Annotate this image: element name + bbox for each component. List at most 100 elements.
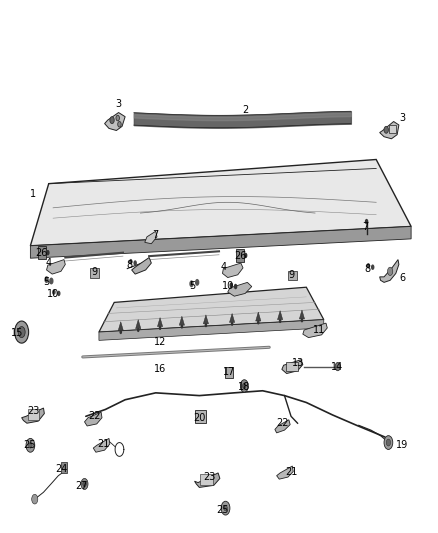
Polygon shape: [105, 112, 125, 131]
Circle shape: [134, 260, 137, 266]
Polygon shape: [132, 257, 151, 274]
Circle shape: [244, 253, 247, 258]
Circle shape: [110, 117, 114, 124]
Circle shape: [52, 289, 56, 295]
Circle shape: [240, 379, 248, 392]
Circle shape: [159, 326, 161, 330]
Polygon shape: [145, 231, 157, 244]
Circle shape: [28, 442, 32, 448]
Bar: [38, 246, 46, 259]
Text: 8: 8: [364, 264, 371, 273]
Bar: [288, 271, 297, 280]
Polygon shape: [380, 122, 399, 139]
Text: 16: 16: [154, 364, 166, 374]
Polygon shape: [275, 420, 290, 433]
Circle shape: [367, 263, 370, 269]
Polygon shape: [30, 159, 411, 246]
Text: 1: 1: [30, 189, 36, 199]
Polygon shape: [93, 439, 110, 452]
Polygon shape: [277, 466, 293, 479]
Text: 17: 17: [223, 367, 236, 377]
Circle shape: [279, 319, 282, 323]
Text: 10: 10: [222, 281, 234, 291]
Circle shape: [205, 323, 207, 327]
Text: 4: 4: [46, 258, 52, 268]
Circle shape: [230, 282, 233, 288]
Text: 8: 8: [127, 260, 133, 270]
Circle shape: [195, 279, 199, 286]
Polygon shape: [299, 310, 304, 319]
Circle shape: [221, 501, 230, 515]
Bar: [236, 249, 244, 262]
Circle shape: [189, 280, 194, 287]
Circle shape: [231, 322, 233, 326]
Text: 13: 13: [291, 358, 304, 368]
Text: 2: 2: [242, 105, 248, 115]
Text: 21: 21: [285, 466, 297, 477]
Polygon shape: [21, 408, 44, 423]
Bar: [389, 125, 396, 133]
Circle shape: [81, 479, 88, 489]
Text: 18: 18: [238, 382, 251, 392]
Bar: [195, 410, 206, 423]
Text: 24: 24: [55, 464, 67, 474]
Polygon shape: [118, 322, 124, 330]
Text: 15: 15: [11, 328, 24, 338]
Text: 7: 7: [362, 222, 368, 232]
Circle shape: [26, 439, 35, 452]
Circle shape: [44, 276, 49, 283]
Text: 27: 27: [75, 481, 88, 491]
Circle shape: [234, 284, 237, 289]
Circle shape: [137, 328, 140, 332]
Circle shape: [386, 439, 391, 446]
Polygon shape: [223, 263, 243, 278]
Circle shape: [116, 115, 120, 121]
Polygon shape: [46, 260, 65, 274]
Polygon shape: [380, 260, 399, 282]
Polygon shape: [203, 315, 208, 324]
Text: 9: 9: [92, 267, 98, 277]
Text: 11: 11: [313, 325, 325, 335]
Circle shape: [14, 321, 28, 343]
Circle shape: [300, 318, 303, 322]
Bar: [28, 409, 39, 420]
Polygon shape: [194, 473, 220, 488]
Polygon shape: [230, 313, 235, 322]
Text: 5: 5: [190, 281, 196, 291]
Text: 3: 3: [399, 113, 406, 123]
Bar: [90, 268, 99, 278]
Text: 26: 26: [35, 248, 47, 257]
Text: 12: 12: [154, 337, 166, 348]
Circle shape: [120, 330, 122, 334]
Polygon shape: [30, 227, 411, 258]
Text: 19: 19: [396, 440, 409, 450]
Text: 3: 3: [116, 99, 122, 109]
Circle shape: [371, 264, 374, 270]
Circle shape: [180, 325, 183, 329]
Circle shape: [18, 327, 25, 337]
Text: 7: 7: [152, 230, 159, 240]
Circle shape: [49, 278, 53, 285]
Polygon shape: [99, 320, 324, 341]
Polygon shape: [99, 287, 324, 332]
Bar: [286, 362, 298, 372]
Polygon shape: [282, 360, 303, 374]
Text: 4: 4: [220, 262, 226, 271]
Text: 25: 25: [23, 440, 35, 450]
Circle shape: [32, 494, 38, 504]
Circle shape: [257, 320, 260, 325]
Text: 22: 22: [276, 418, 289, 428]
Circle shape: [46, 250, 49, 255]
Circle shape: [243, 383, 246, 389]
Polygon shape: [136, 320, 141, 329]
Polygon shape: [228, 282, 252, 296]
Circle shape: [365, 219, 368, 224]
Text: 10: 10: [47, 289, 59, 299]
Circle shape: [335, 362, 340, 371]
Bar: [225, 367, 233, 378]
Polygon shape: [278, 311, 283, 320]
Circle shape: [129, 259, 133, 264]
Text: 20: 20: [193, 414, 205, 423]
Circle shape: [224, 505, 227, 511]
Polygon shape: [303, 323, 327, 337]
